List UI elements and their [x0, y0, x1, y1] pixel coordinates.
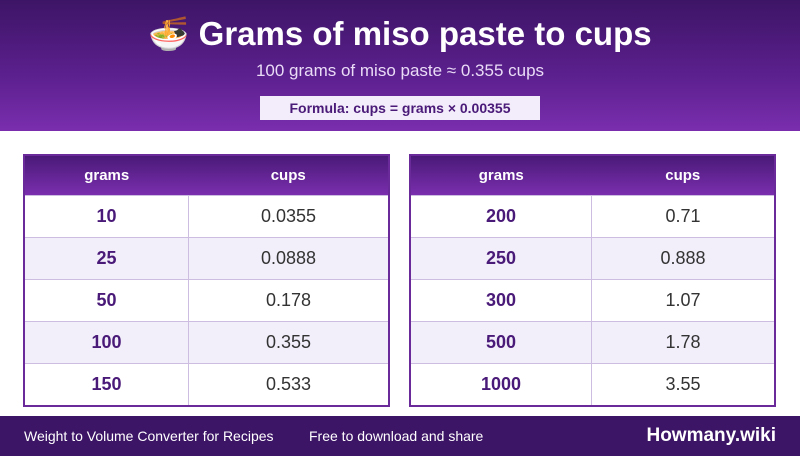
grams-cell: 250: [409, 237, 593, 280]
grams-cell: 100: [23, 321, 189, 364]
formula: Formula: cups = grams × 0.00355: [260, 96, 540, 120]
grams-cell: 10: [23, 195, 189, 238]
row: 500 1.78: [409, 321, 776, 364]
column-header: grams: [410, 155, 592, 196]
cups-cell: 0.0355: [187, 195, 390, 238]
table: grams cups 200 0.71 250 0.888 300 1.07 500 1.78 10…: [409, 154, 776, 407]
table: grams cups 10 0.0355 25 0.0888 50 0.178 100 0.355…: [23, 154, 390, 407]
grams-cell: 150: [23, 363, 189, 407]
row: 100 0.355: [23, 321, 390, 364]
cups-cell: 0.888: [591, 237, 776, 280]
cups-cell: 0.71: [591, 195, 776, 238]
cups-cell: 1.78: [591, 321, 776, 364]
column-header: cups: [591, 155, 775, 196]
header: 🍜 Grams of miso paste to cups 100 grams …: [0, 0, 800, 131]
title: 🍜 Grams of miso paste to cups: [148, 15, 652, 52]
brand: Howmany.wiki: [646, 425, 776, 446]
row: 25 0.0888: [23, 237, 390, 280]
column-header: grams: [24, 155, 189, 196]
column-header: cups: [188, 155, 389, 196]
row: 1000 3.55: [409, 363, 776, 407]
row: 50 0.178: [23, 279, 390, 322]
row: 250 0.888: [409, 237, 776, 280]
header-row: grams cups: [24, 155, 389, 196]
subtitle: 100 grams of miso paste ≈ 0.355 cups: [255, 61, 545, 80]
cups-cell: 0.178: [187, 279, 390, 322]
header-row: grams cups: [410, 155, 775, 196]
grams-cell: 200: [409, 195, 593, 238]
footer: Weight to Volume Converter for Recipes F…: [0, 416, 800, 456]
grams-cell: 25: [23, 237, 189, 280]
cups-cell: 0.355: [187, 321, 390, 364]
row: 10 0.0355: [23, 195, 390, 238]
row: 300 1.07: [409, 279, 776, 322]
cups-cell: 0.0888: [187, 237, 390, 280]
grams-cell: 300: [409, 279, 593, 322]
cups-cell: 3.55: [591, 363, 776, 407]
grams-cell: 1000: [409, 363, 593, 407]
grams-cell: 50: [23, 279, 189, 322]
row: 150 0.533: [23, 363, 390, 407]
footer-text: Weight to Volume Converter for Recipes: [24, 428, 274, 444]
row: 200 0.71: [409, 195, 776, 238]
grams-cell: 500: [409, 321, 593, 364]
cups-cell: 1.07: [591, 279, 776, 322]
cups-cell: 0.533: [187, 363, 390, 407]
footer-text: Free to download and share: [309, 428, 484, 444]
